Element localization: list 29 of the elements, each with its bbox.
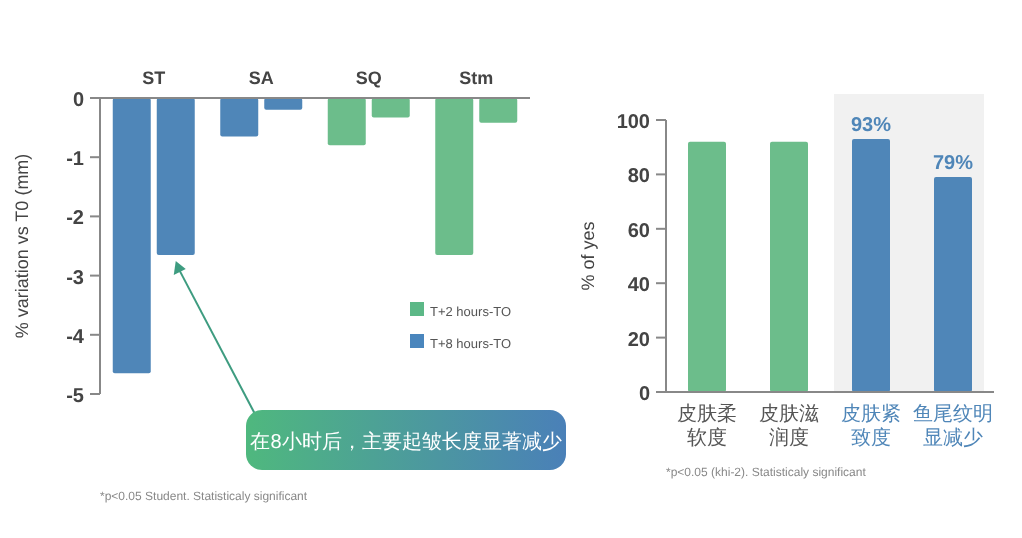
y-tick-label: 0	[638, 384, 651, 406]
bar	[688, 141, 726, 392]
y-tick-label: 40	[627, 275, 651, 298]
y-axis-title: % variation vs T0 (mm)	[12, 153, 32, 339]
y-tick-label: -4	[66, 326, 85, 349]
x-tick-label: ST	[142, 68, 167, 88]
y-tick-label: 20	[627, 329, 651, 352]
x-tick-label: 皮肤滋润度	[759, 402, 819, 450]
y-tick-label: -5	[66, 386, 85, 408]
text: 在8小时后，主要起皱长度显著减少	[250, 430, 562, 454]
y-tick-label: -3	[66, 267, 85, 290]
y-tick-label: 60	[627, 220, 651, 243]
x-tick-label: SQ	[355, 68, 382, 88]
x-tick-label: SA	[248, 68, 275, 88]
bar	[770, 141, 808, 392]
x-tick-label: 皮肤紧致度	[841, 402, 901, 450]
y-tick-label: 0	[72, 90, 85, 112]
y-tick-label: -1	[66, 149, 85, 172]
y-tick-label: -2	[66, 208, 85, 231]
x-tick-label: Stm	[459, 68, 494, 88]
x-tick-label: 鱼尾纹明显减少	[913, 402, 993, 450]
bar	[852, 139, 890, 392]
data-label: 93%	[850, 115, 892, 138]
y-tick-label: 80	[627, 166, 651, 189]
bar	[934, 177, 972, 392]
y-tick-label: 100	[616, 112, 651, 134]
y-axis-title: % of yes	[578, 220, 598, 291]
data-label: 79%	[932, 153, 974, 176]
x-tick-label: 皮肤柔软度	[677, 402, 737, 450]
